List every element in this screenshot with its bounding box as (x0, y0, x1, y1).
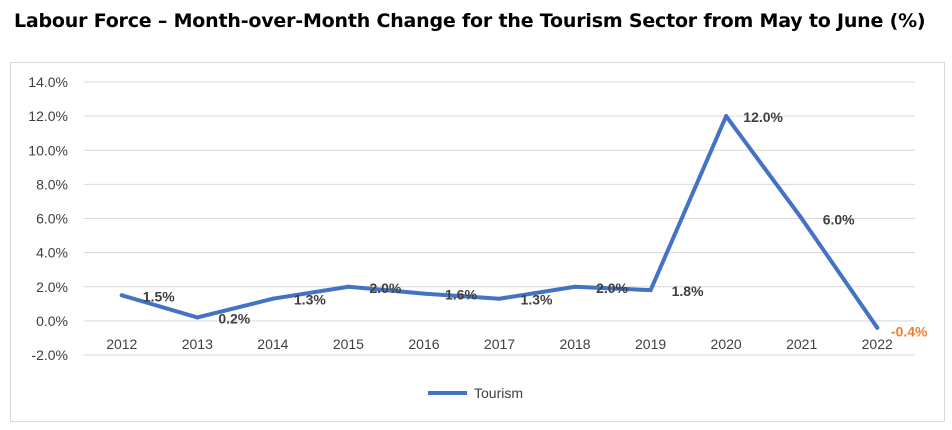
data-point (724, 114, 729, 119)
data-label: 0.2% (218, 310, 250, 326)
data-point (573, 284, 578, 289)
data-point (270, 296, 275, 301)
y-tick-label: 14.0% (28, 74, 68, 90)
x-tick-label: 2019 (635, 336, 666, 352)
y-tick-label: 2.0% (36, 279, 68, 295)
x-tick-label: 2013 (182, 336, 213, 352)
legend-label-tourism: Tourism (474, 385, 523, 401)
x-tick-label: 2021 (786, 336, 817, 352)
x-tick-label: 2012 (106, 336, 137, 352)
data-point (346, 284, 351, 289)
chart-frame (10, 62, 945, 422)
data-label: 2.0% (596, 280, 628, 296)
data-label: -0.4% (891, 324, 928, 340)
data-label: 1.3% (294, 292, 326, 308)
x-tick-label: 2022 (862, 336, 893, 352)
data-point (195, 315, 200, 320)
x-tick-label: 2017 (484, 336, 515, 352)
y-tick-label: 4.0% (36, 245, 68, 261)
x-tick-label: 2016 (408, 336, 439, 352)
data-label: 6.0% (823, 212, 855, 228)
chart-title: Labour Force – Month-over-Month Change f… (14, 10, 926, 32)
data-label: 1.3% (521, 292, 553, 308)
data-label: 1.6% (445, 287, 477, 303)
data-point (799, 216, 804, 221)
data-point (497, 296, 502, 301)
data-label: 12.0% (743, 109, 783, 125)
x-tick-label: 2020 (711, 336, 742, 352)
y-tick-label: 10.0% (28, 142, 68, 158)
y-tick-label: -2.0% (31, 347, 68, 363)
y-tick-label: 0.0% (36, 313, 68, 329)
x-tick-label: 2018 (559, 336, 590, 352)
y-tick-label: 8.0% (36, 176, 68, 192)
data-point (421, 291, 426, 296)
x-tick-label: 2014 (257, 336, 288, 352)
y-tick-label: 12.0% (28, 108, 68, 124)
data-point (119, 293, 124, 298)
data-label: 1.8% (672, 283, 704, 299)
x-tick-label: 2015 (333, 336, 364, 352)
data-label: 2.0% (369, 280, 401, 296)
data-label: 1.5% (143, 288, 175, 304)
data-point (875, 325, 880, 330)
y-tick-label: 6.0% (36, 211, 68, 227)
series-line-tourism (119, 114, 880, 330)
data-point (648, 288, 653, 293)
